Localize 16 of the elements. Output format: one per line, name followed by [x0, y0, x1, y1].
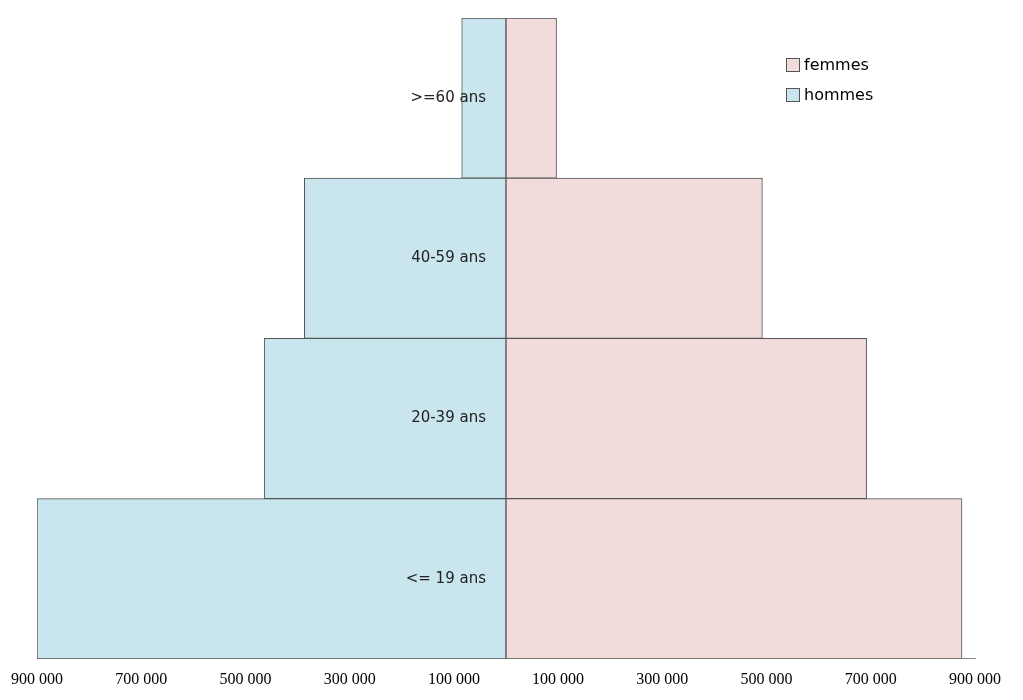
y-tick-label: 40-59 ans — [411, 248, 487, 267]
x-tick-label: 700 000 — [115, 669, 168, 687]
y-tick-label: 20-39 ans — [411, 408, 487, 427]
x-tick-label: 300 000 — [323, 669, 376, 687]
x-tick-label: 900 000 — [11, 669, 63, 687]
x-tick-label: 100 000 — [427, 669, 480, 687]
y-tick-label: >=60 ans — [410, 87, 487, 106]
x-tick-label: 500 000 — [219, 669, 272, 687]
x-tick-label: 100 000 — [532, 669, 585, 687]
legend-label: femmes — [804, 54, 869, 76]
x-tick-label: 900 000 — [949, 669, 1001, 687]
y-tick-label: <= 19 ans — [405, 568, 487, 587]
legend-label: hommes — [804, 84, 874, 106]
x-tick-label: 700 000 — [844, 669, 897, 687]
x-tick-label: 500 000 — [740, 669, 793, 687]
x-tick-label: 300 000 — [636, 669, 689, 687]
